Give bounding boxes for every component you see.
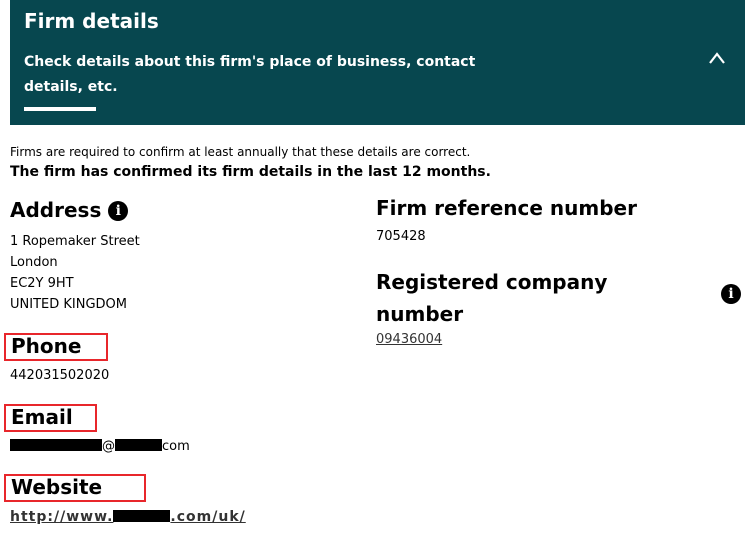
company-number-link[interactable]: 09436004 — [376, 332, 443, 347]
email-highlight — [4, 404, 97, 432]
frn-value: 705428 — [376, 229, 426, 244]
redaction — [10, 439, 102, 451]
phone-heading: Phone — [11, 334, 82, 358]
address-line: London — [10, 255, 58, 270]
title-underline — [24, 107, 96, 111]
address-value: 1 Ropemaker Street London EC2Y 9HT UNITE… — [10, 231, 140, 315]
address-line: 1 Ropemaker Street — [10, 234, 140, 249]
info-icon[interactable]: i — [108, 201, 129, 221]
email-heading: Email — [11, 405, 73, 429]
redaction — [115, 439, 162, 451]
website-suffix: .com/uk/ — [170, 509, 246, 525]
section-title: Firm details — [24, 9, 159, 33]
frn-heading: Firm reference number — [376, 196, 637, 220]
info-icon[interactable]: i — [721, 284, 741, 304]
firm-details-header[interactable]: Firm details Check details about this fi… — [10, 0, 745, 125]
website-link[interactable]: http://www. .com/uk/ — [10, 507, 246, 528]
chevron-up-icon[interactable] — [709, 50, 725, 66]
confirmation-status: The firm has confirmed its firm details … — [10, 164, 491, 180]
phone-value: 442031502020 — [10, 368, 110, 383]
website-heading: Website — [11, 475, 103, 499]
email-tail: com — [162, 439, 190, 454]
email-at: @ — [102, 439, 115, 454]
address-line: UNITED KINGDOM — [10, 297, 127, 312]
website-prefix: http://www. — [10, 509, 114, 525]
redaction — [113, 510, 171, 522]
email-value[interactable]: @ com — [10, 436, 190, 457]
address-line: EC2Y 9HT — [10, 276, 74, 291]
company-number-heading: Registered company number — [376, 270, 608, 326]
confirmation-notice: Firms are required to confirm at least a… — [10, 145, 471, 159]
section-subtitle: Check details about this firm's place of… — [24, 54, 476, 95]
website-highlight — [4, 474, 146, 502]
address-heading: Address i — [10, 198, 129, 222]
phone-highlight — [4, 333, 108, 361]
